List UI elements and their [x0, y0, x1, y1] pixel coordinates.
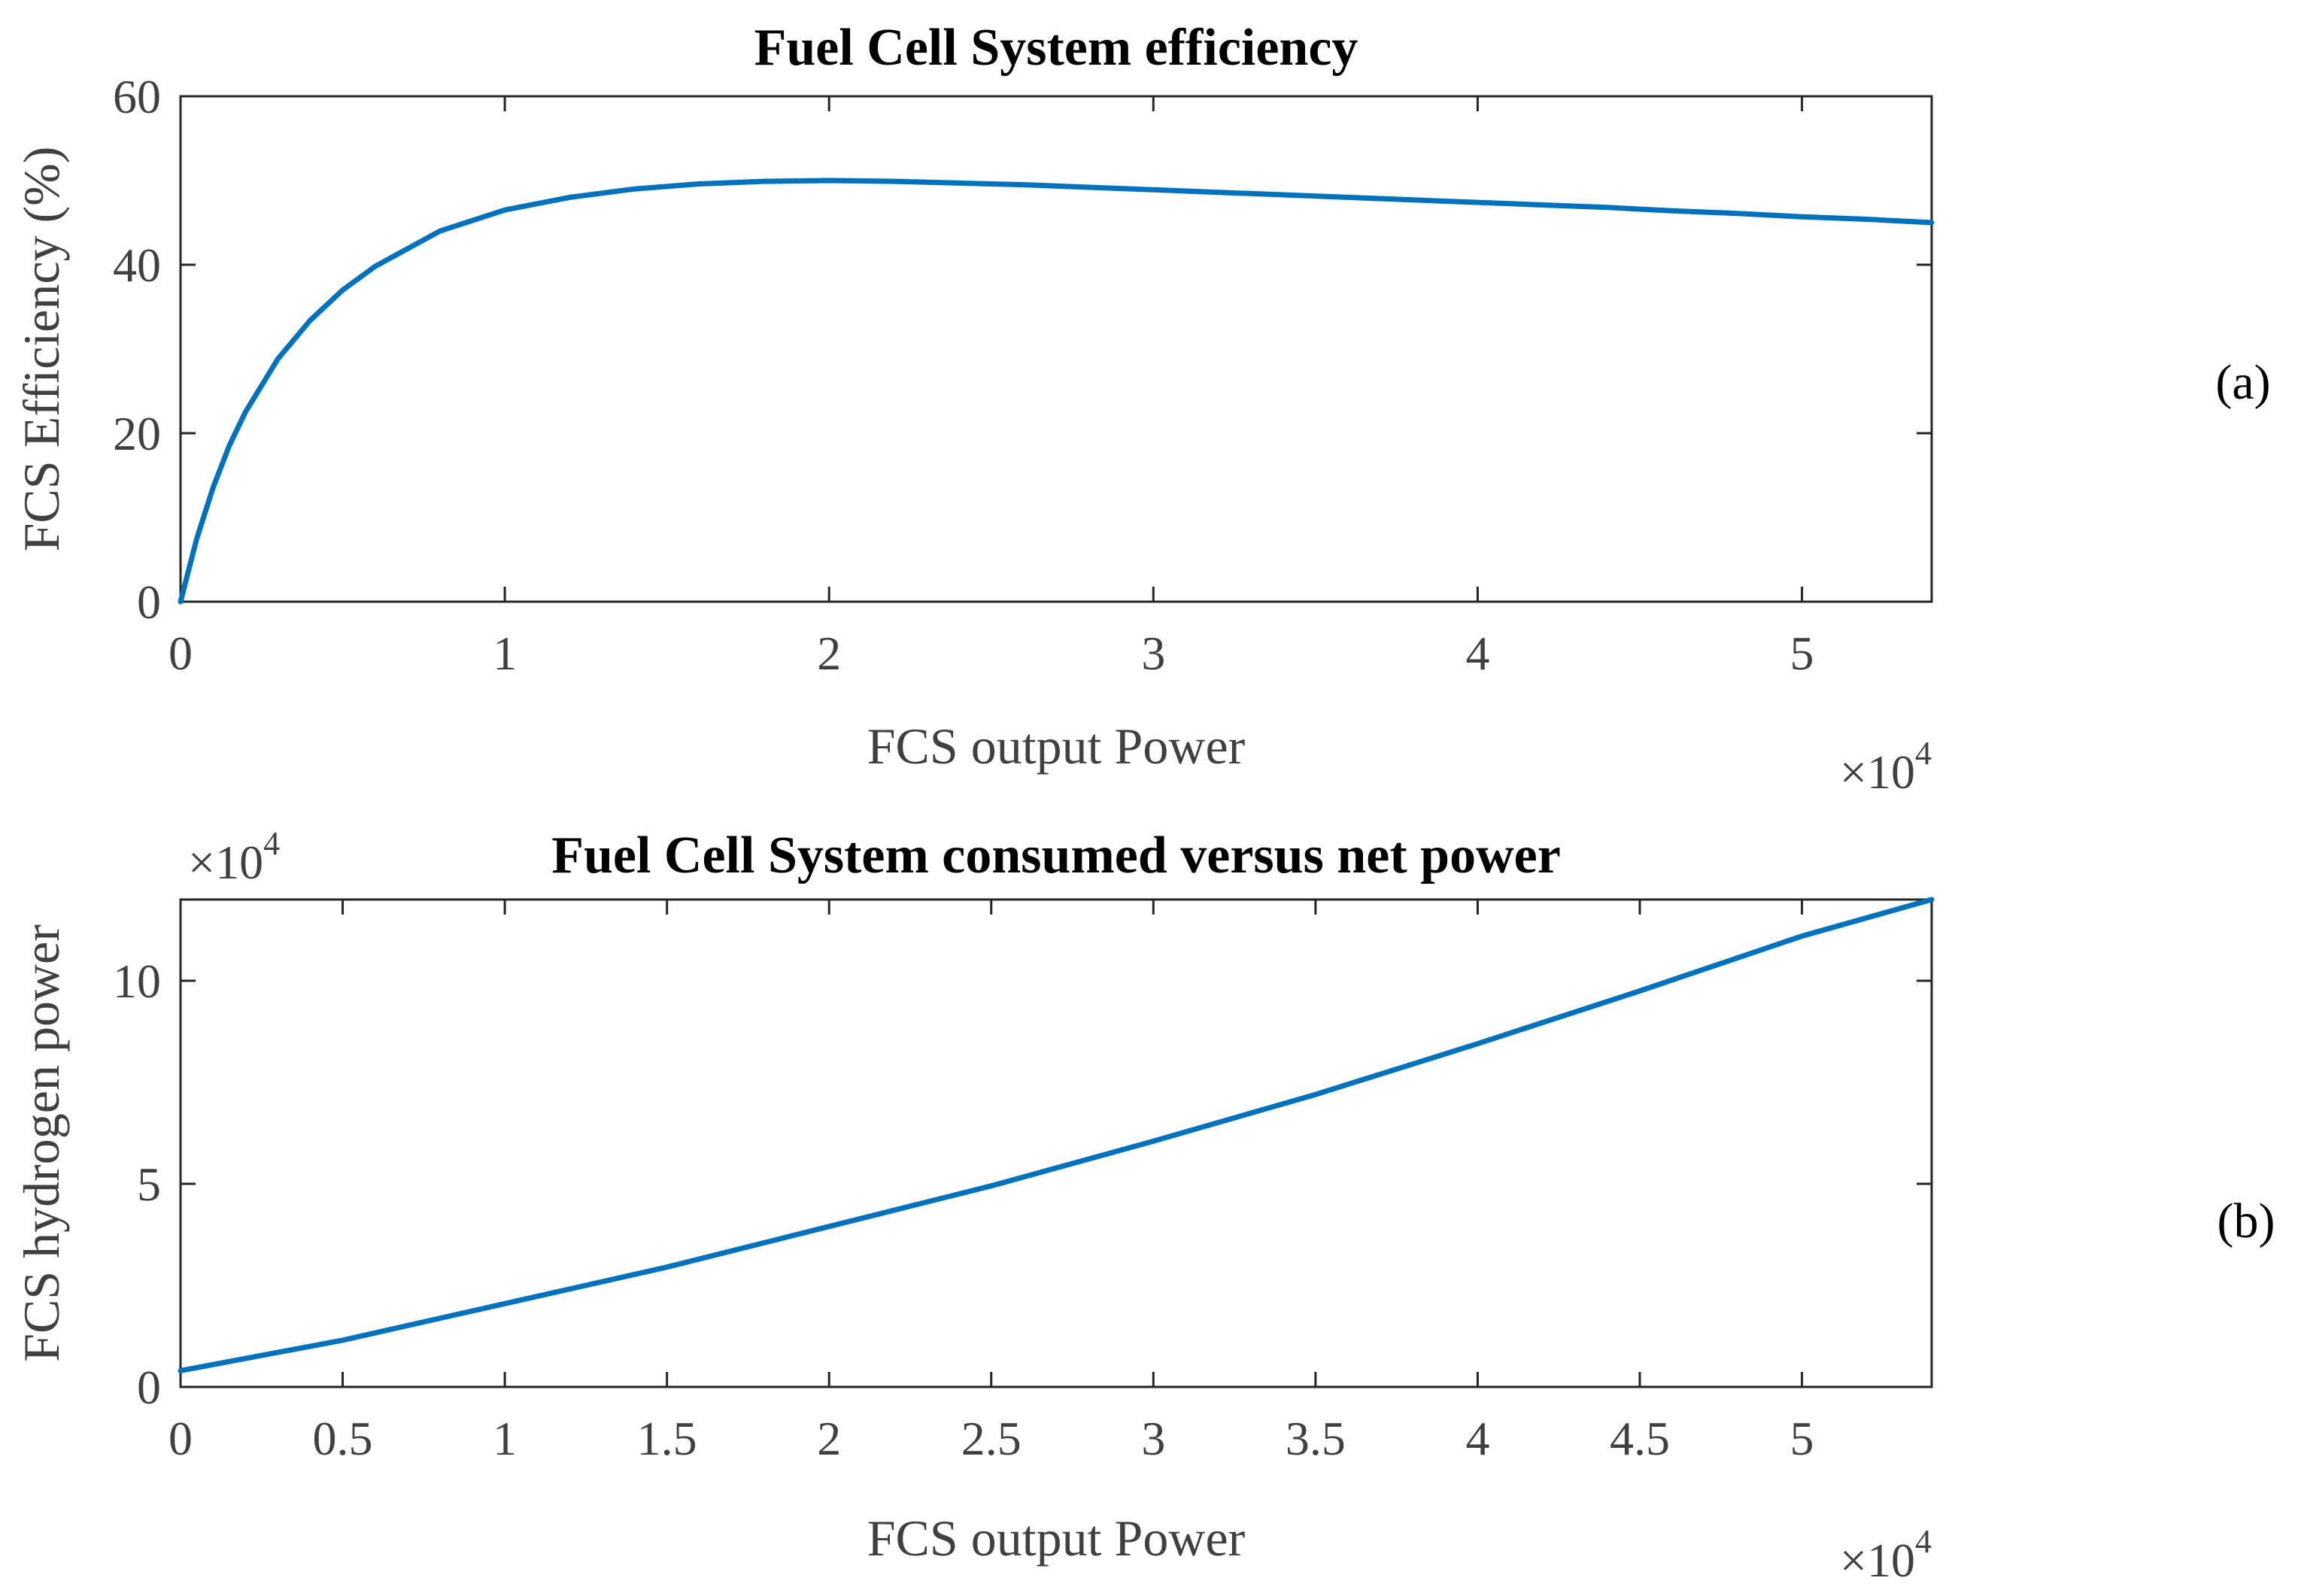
ticks	[179, 900, 1932, 1388]
y-tick-label: 20	[113, 407, 161, 460]
chart-title: Fuel Cell System consumed versus net pow…	[551, 827, 1561, 884]
y-tick-label: 0	[137, 575, 161, 629]
x-tick-label: 1	[493, 627, 517, 680]
x-tick-label: 5	[1790, 627, 1814, 680]
y-tick-label: 10	[113, 954, 161, 1008]
consumed-vs-net-power-chart: Fuel Cell System consumed versus net pow…	[13, 825, 2275, 1587]
y-axis-multiplier: ×104	[188, 825, 280, 889]
panel-label-b: (b)	[2217, 1194, 2275, 1249]
hydrogen-power-line	[178, 897, 1935, 1373]
y-tick-labels: 0 5 10	[113, 954, 161, 1414]
x-tick-label: 4.5	[1610, 1412, 1670, 1465]
x-axis-multiplier: ×104	[1840, 735, 1932, 799]
x-axis-label: FCS output Power	[867, 718, 1246, 775]
x-tick-label: 1.5	[637, 1412, 697, 1465]
x-axis-multiplier: ×104	[1840, 1523, 1932, 1587]
y-axis-label: FCS Efficiency (%)	[13, 147, 70, 552]
x-tick-label: 3	[1141, 1412, 1165, 1465]
y-tick-label: 60	[113, 70, 161, 123]
efficiency-line	[178, 178, 1935, 605]
x-tick-labels: 0 1 2 3 4 5	[168, 627, 1814, 680]
ticks	[179, 95, 1932, 603]
x-tick-label: 4	[1465, 1412, 1489, 1465]
x-tick-label: 1	[493, 1412, 517, 1465]
plot-frame	[179, 95, 1933, 603]
plot-frame	[179, 898, 1933, 1388]
x-tick-label: 0.5	[313, 1412, 373, 1465]
x-tick-label: 3.5	[1286, 1412, 1346, 1465]
x-tick-label: 2	[817, 627, 841, 680]
x-tick-labels: 0 0.5 1 1.5 2 2.5 3 3.5 4 4.5 5	[168, 1412, 1814, 1465]
y-tick-label: 0	[137, 1361, 161, 1414]
x-tick-label: 4	[1465, 627, 1489, 680]
x-tick-label: 0	[168, 1412, 193, 1465]
x-tick-label: 2	[817, 1412, 841, 1465]
efficiency-chart: Fuel Cell System efficiency 0 1 2 3 4 5 0 20 40…	[13, 19, 2271, 799]
y-axis-label: FCS hydrogen power	[13, 924, 70, 1362]
x-tick-label: 5	[1790, 1412, 1814, 1465]
y-tick-labels: 0 20 40 60	[113, 70, 161, 629]
x-axis-label: FCS output Power	[867, 1510, 1246, 1567]
chart-title: Fuel Cell System efficiency	[754, 19, 1358, 77]
y-tick-label: 40	[113, 238, 161, 292]
y-tick-label: 5	[137, 1158, 161, 1211]
x-tick-label: 2.5	[961, 1412, 1021, 1465]
x-tick-label: 3	[1141, 627, 1165, 680]
panel-label-a: (a)	[2215, 355, 2270, 410]
x-tick-label: 0	[168, 627, 193, 680]
